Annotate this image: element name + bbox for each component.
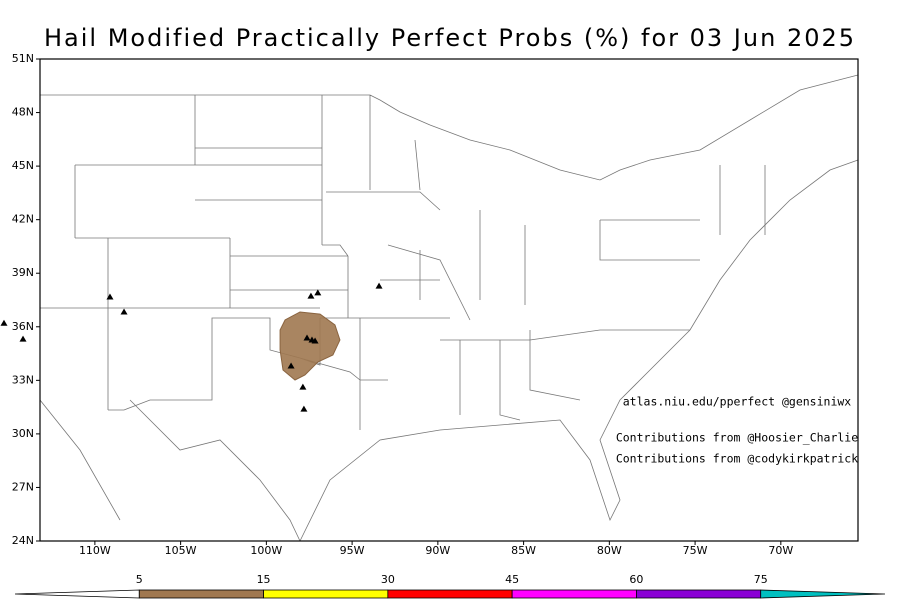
prob-area	[279, 311, 341, 381]
colorbar-segment	[138, 589, 264, 599]
x-tick-label: 75W	[683, 544, 708, 557]
colorbar-segment	[636, 589, 762, 599]
credit-note: atlas.niu.edu/pperfect @gensiniwx	[623, 395, 852, 409]
border-lines	[39, 94, 766, 521]
y-tick-label: 33N	[12, 373, 34, 386]
colorbar-low	[14, 589, 140, 599]
colorbar-label: 15	[257, 573, 271, 586]
hail-report	[314, 289, 322, 296]
colorbar-segment	[511, 589, 637, 599]
hail-report	[375, 282, 383, 289]
colorbar-label: 75	[754, 573, 768, 586]
colorbar-high	[760, 589, 886, 599]
hail-report	[120, 308, 128, 315]
x-tick-label: 105W	[165, 544, 197, 557]
colorbar-label: 30	[381, 573, 395, 586]
y-tick-label: 48N	[12, 106, 34, 119]
x-tick-label: 100W	[250, 544, 282, 557]
hail-report	[300, 405, 308, 412]
y-tick-label: 27N	[12, 480, 34, 493]
y-tick-label: 30N	[12, 427, 34, 440]
y-tick-label: 39N	[12, 266, 34, 279]
credit-note: Contributions from @codykirkpatrick	[616, 452, 858, 466]
hail-report	[303, 334, 311, 341]
y-tick-label: 36N	[12, 320, 34, 333]
colorbar-label: 45	[505, 573, 519, 586]
hail-report	[0, 319, 8, 326]
hail-report	[19, 335, 27, 342]
x-tick-label: 95W	[340, 544, 365, 557]
coastline	[129, 74, 859, 542]
hail-report	[307, 292, 315, 299]
x-tick-label: 110W	[79, 544, 111, 557]
map-title: Hail Modified Practically Perfect Probs …	[44, 24, 856, 52]
hail-report	[311, 337, 319, 344]
x-tick-label: 70W	[768, 544, 793, 557]
colorbar-segment	[263, 589, 389, 599]
map-frame	[39, 58, 859, 542]
y-tick-label: 51N	[12, 52, 34, 65]
credit-note: Contributions from @Hoosier_Charlie	[616, 431, 858, 445]
hail-report	[106, 293, 114, 300]
basemap	[39, 74, 859, 542]
y-tick-label: 42N	[12, 213, 34, 226]
x-tick-label: 85W	[511, 544, 536, 557]
hail-report	[299, 383, 307, 390]
colorbar-label: 60	[629, 573, 643, 586]
y-tick-label: 24N	[12, 534, 34, 547]
colorbar-segment	[387, 589, 513, 599]
colorbar-label: 5	[136, 573, 143, 586]
x-tick-label: 90W	[425, 544, 450, 557]
y-tick-label: 45N	[12, 159, 34, 172]
hail-report	[287, 362, 295, 369]
x-tick-label: 80W	[597, 544, 622, 557]
